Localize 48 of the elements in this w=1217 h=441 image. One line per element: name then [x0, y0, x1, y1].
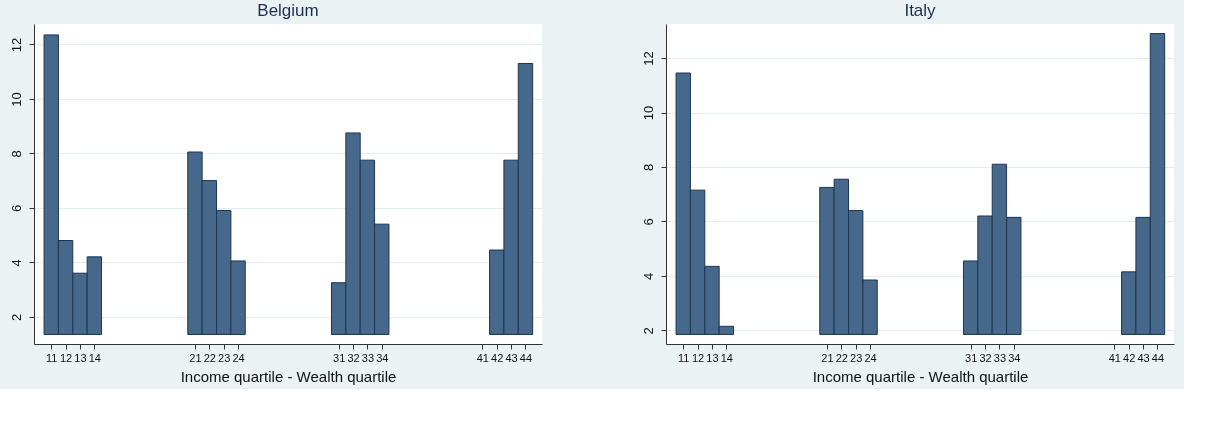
chart-title: Belgium: [257, 1, 319, 20]
x-tick-label: 43: [505, 351, 518, 364]
x-tick-label: 13: [706, 351, 719, 364]
x-tick-label: 42: [491, 351, 504, 364]
y-tick-label: 2: [8, 313, 24, 321]
x-tick-label: 33: [993, 351, 1007, 364]
x-tick-label: 22: [835, 351, 848, 364]
y-tick-label: 6: [8, 204, 24, 212]
x-tick-label: 34: [1008, 351, 1021, 364]
x-tick-label: 11: [46, 351, 58, 364]
y-tick-label: 8: [8, 150, 24, 158]
x-tick-label: 23: [218, 351, 231, 364]
x-tick-label: 43: [1137, 351, 1150, 364]
x-tick-label: 41: [476, 351, 489, 364]
x-tick-label: 33: [361, 351, 375, 364]
x-tick-label: 14: [720, 351, 733, 364]
x-tick-label: 31: [333, 351, 346, 364]
y-tick-label: 8: [640, 163, 656, 172]
x-tick-label: 34: [376, 351, 389, 364]
y-tick-label: 10: [640, 105, 656, 121]
x-tick-label: 14: [88, 351, 101, 364]
x-axis-title: Income quartile - Wealth quartile: [812, 367, 1029, 385]
x-tick-label: 42: [1123, 351, 1136, 364]
x-tick-label: 44: [1151, 351, 1165, 364]
x-tick-label: 21: [189, 351, 202, 364]
y-tick-label: 12: [640, 51, 656, 66]
y-tick-label: 12: [8, 37, 24, 53]
x-tick-label: 12: [691, 351, 705, 364]
x-tick-label: 31: [965, 351, 978, 364]
y-tick-label: 10: [8, 92, 24, 107]
y-tick-label: 2: [640, 327, 656, 335]
x-tick-label: 44: [519, 351, 533, 364]
x-tick-label: 24: [232, 351, 245, 364]
x-tick-label: 21: [821, 351, 834, 364]
x-tick-label: 11: [678, 351, 690, 364]
x-tick-label: 41: [1108, 351, 1121, 364]
y-tick-label: 4: [8, 259, 24, 267]
y-tick-label: 6: [640, 218, 656, 226]
x-axis-title: Income quartile - Wealth quartile: [180, 367, 397, 385]
chart-title: Italy: [904, 1, 937, 20]
x-tick-label: 22: [203, 351, 216, 364]
x-tick-label: 12: [59, 351, 73, 364]
x-tick-label: 23: [850, 351, 863, 364]
x-tick-label: 32: [979, 351, 992, 364]
x-tick-label: 13: [74, 351, 87, 364]
x-tick-label: 24: [864, 351, 877, 364]
y-tick-label: 4: [640, 272, 656, 281]
x-tick-label: 32: [347, 351, 360, 364]
